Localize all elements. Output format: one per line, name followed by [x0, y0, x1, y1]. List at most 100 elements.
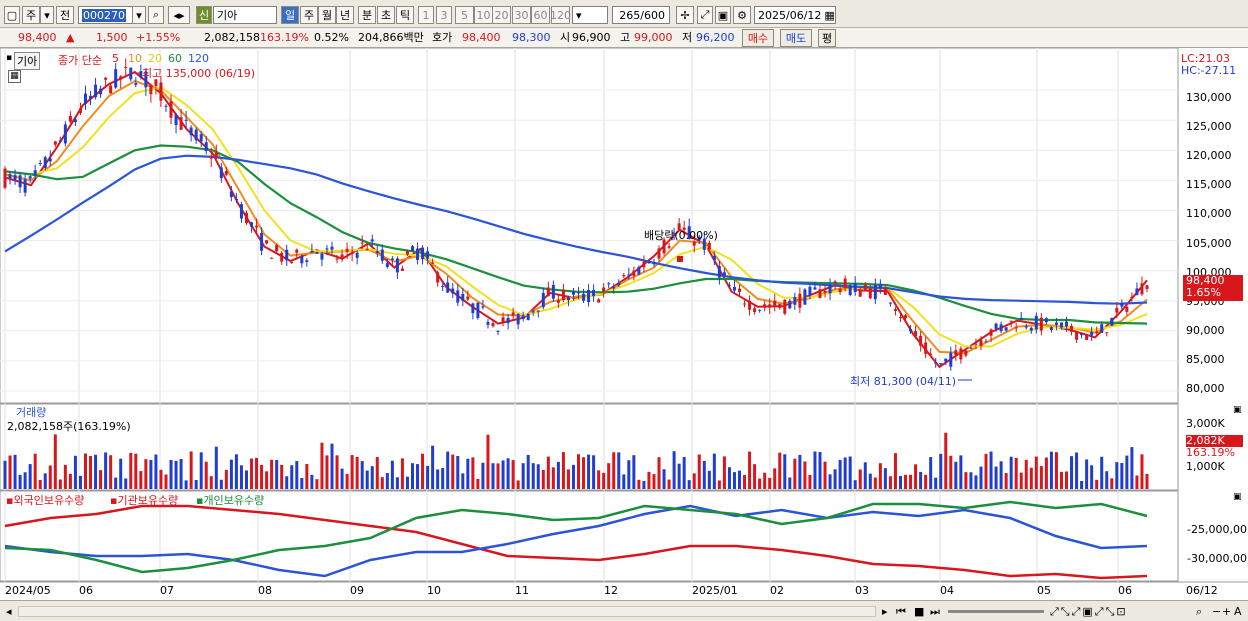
volume-panel-close-icon[interactable]: ▣	[1233, 405, 1242, 415]
candle-body	[763, 304, 767, 308]
volume-bar	[486, 434, 490, 489]
holding-tick-25m: -25,000,00	[1187, 523, 1247, 536]
candle-body	[919, 335, 923, 346]
save-icon[interactable]: ▣	[715, 6, 731, 24]
minute-button-1[interactable]: 1	[418, 6, 434, 24]
candle-body	[758, 309, 762, 311]
period-tab-1[interactable]: 주	[300, 6, 318, 24]
eval-button[interactable]: 평	[818, 29, 836, 47]
horizontal-scrollbar[interactable]	[18, 606, 876, 617]
candle-body	[934, 362, 938, 364]
chart-area[interactable]: ▪ 기아 종가 단순 5 10 20 60 120 ▦ 최고 135,000 (…	[0, 48, 1248, 601]
candle-body	[904, 315, 908, 319]
search-icon[interactable]: ⌕	[148, 6, 164, 24]
candle-body	[813, 287, 817, 290]
font-size-icon[interactable]: A	[1234, 605, 1242, 618]
candle-body	[58, 140, 62, 142]
minute-button-60[interactable]: 60	[531, 6, 550, 24]
window-icon[interactable]: ▢	[4, 6, 20, 24]
period-tab-4[interactable]: 분	[358, 6, 376, 24]
candle-body	[622, 275, 626, 277]
candle-body	[1065, 321, 1069, 327]
ma20-label: 20	[148, 52, 162, 65]
stop-icon[interactable]: ■	[914, 605, 925, 618]
crosshair-icon[interactable]: ✢	[676, 6, 694, 24]
mode-dropdown-icon[interactable]: ▾	[40, 6, 54, 24]
gear-icon[interactable]: ⚙	[733, 6, 751, 24]
stock-name-field[interactable]: 기아	[213, 6, 277, 24]
buy-button[interactable]: 매수	[742, 29, 774, 47]
price-panel	[0, 48, 1179, 404]
period-tab-5[interactable]: 초	[377, 6, 395, 24]
volume-bar	[617, 452, 621, 489]
calendar-icon[interactable]: ▦	[824, 8, 835, 22]
holding-panel-close-icon[interactable]: ▣	[1233, 492, 1242, 502]
sound-icon[interactable]: ◂▸	[168, 6, 190, 24]
minute-button-10[interactable]: 10	[474, 6, 493, 24]
prev-button[interactable]: 전	[56, 6, 74, 24]
candle-body	[577, 292, 581, 294]
volume-bar	[707, 470, 711, 489]
minute-button-20[interactable]: 20	[492, 6, 511, 24]
mode-button[interactable]: 주	[22, 6, 40, 24]
count-field[interactable]: 265/600	[612, 6, 670, 24]
zoom-out-icon[interactable]: ⌕	[1196, 605, 1203, 618]
candle-body	[1070, 325, 1074, 332]
count-value: 265	[619, 8, 641, 22]
candle-body	[119, 76, 123, 80]
stock-code-input[interactable]: 000270	[78, 6, 134, 24]
volume-bar	[385, 473, 389, 489]
candle-body	[808, 286, 812, 296]
period-tab-0[interactable]: 일	[281, 6, 299, 24]
date-field[interactable]: 2025/06/12 ▦	[754, 6, 836, 24]
volume-bar	[390, 460, 394, 489]
plus-icon[interactable]: +	[1222, 605, 1232, 618]
volume-bar	[924, 474, 928, 489]
grid-toggle-icon[interactable]: ▦	[8, 70, 21, 83]
volume-bar	[803, 461, 807, 489]
last-page-icon[interactable]: ⏭	[930, 605, 940, 618]
period-tab-3[interactable]: 년	[336, 6, 354, 24]
candle-body	[270, 257, 274, 259]
minute-button-3[interactable]: 3	[436, 6, 452, 24]
candle-body	[803, 289, 807, 305]
minus-icon[interactable]: −	[1212, 605, 1222, 618]
scroll-right-icon[interactable]: ▸	[882, 605, 888, 618]
candle-body	[994, 323, 998, 329]
scroll-left-icon[interactable]: ◂	[6, 605, 12, 618]
sell-button[interactable]: 매도	[780, 29, 812, 47]
candle-body	[582, 293, 586, 301]
new-button[interactable]: 신	[196, 6, 212, 24]
volume-bar	[8, 455, 12, 489]
candle-body	[194, 129, 198, 141]
candle-body	[1100, 324, 1104, 333]
code-dropdown-icon[interactable]: ▾	[132, 6, 146, 24]
volume-bar	[496, 463, 500, 489]
volume-bar	[717, 480, 721, 489]
volume-bar	[99, 470, 103, 489]
candle-body	[340, 254, 344, 258]
minute-select[interactable]: ▾	[572, 6, 608, 24]
period-tab-2[interactable]: 월	[318, 6, 336, 24]
volume-bar	[974, 475, 978, 489]
volume-bar	[1054, 452, 1058, 489]
candle-body	[471, 303, 475, 314]
draw-tool-icon[interactable]: ⤢	[697, 6, 713, 24]
candle-body	[743, 303, 747, 305]
candle-body	[365, 249, 369, 251]
period-tab-6[interactable]: 틱	[396, 6, 414, 24]
tool-icons[interactable]: ⤢⤡⤢▣⤢⤡⊡	[1050, 605, 1128, 618]
minute-button-120[interactable]: 120	[550, 6, 571, 24]
first-page-icon[interactable]: ⏮	[896, 605, 906, 618]
minute-button-30[interactable]: 30	[512, 6, 531, 24]
candle-body	[798, 293, 802, 308]
volume-bar	[1145, 473, 1149, 489]
minute-button-5[interactable]: 5	[455, 6, 474, 24]
candle-body	[954, 350, 958, 356]
candle-body	[300, 256, 304, 264]
zoom-slider[interactable]	[948, 610, 1044, 613]
xaxis-label-8: 2025/01	[692, 584, 738, 597]
volume-bar	[239, 465, 243, 489]
volume-bar	[843, 457, 847, 489]
volume-bar	[104, 452, 108, 489]
